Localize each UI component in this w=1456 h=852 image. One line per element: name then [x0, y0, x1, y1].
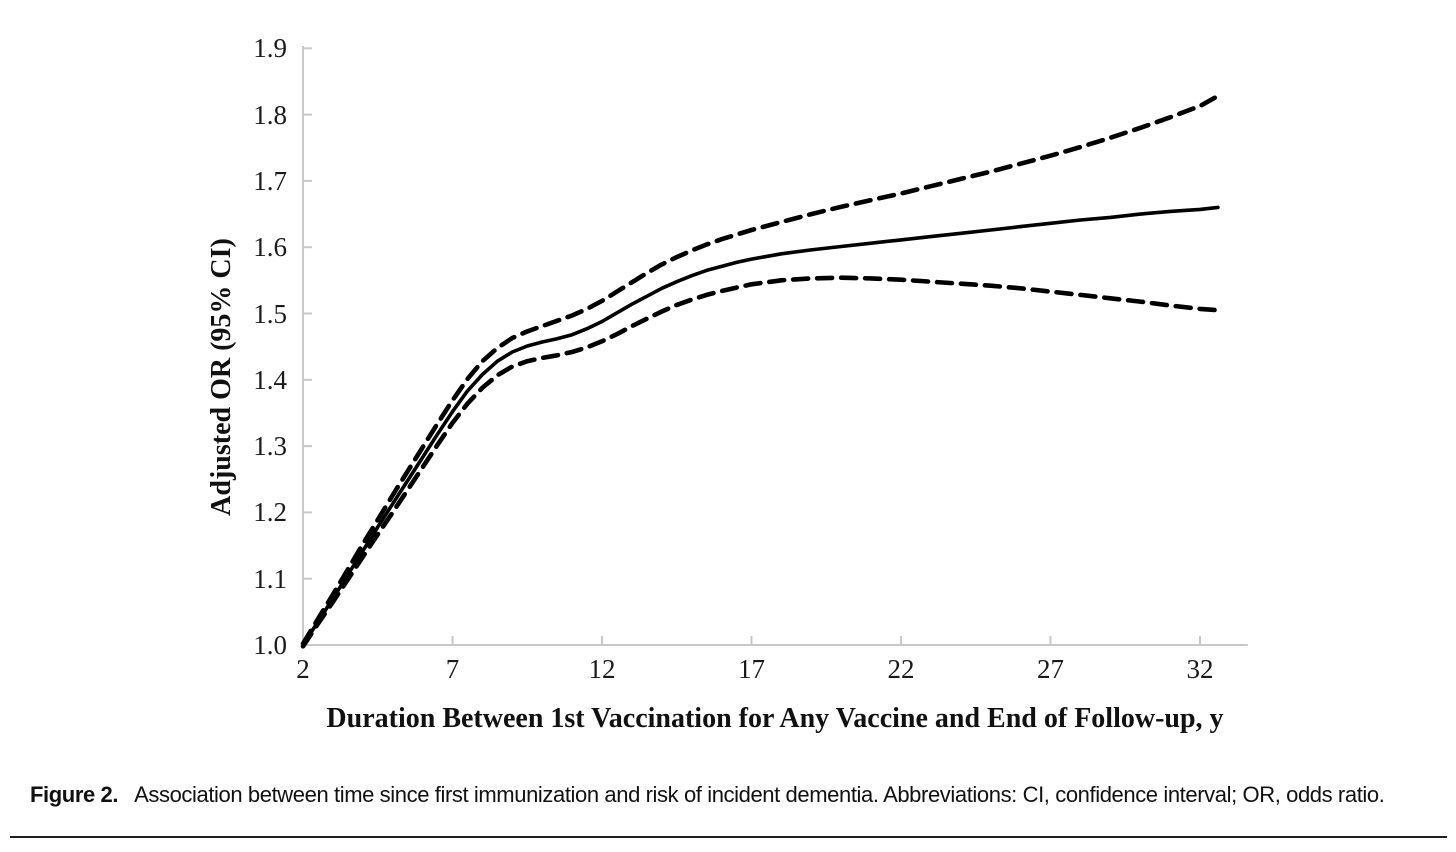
adjusted-or-curve — [301, 205, 1220, 647]
figure-caption-text: Association between time since first imm… — [134, 782, 1385, 807]
x-tick-label: 2 — [296, 654, 310, 684]
figure-caption: Figure 2. Association between time since … — [30, 782, 1430, 808]
x-tick-label: 17 — [738, 654, 765, 684]
x-tick-label: 22 — [887, 654, 915, 684]
x-tick-label: 27 — [1037, 654, 1064, 684]
x-tick-label: 7 — [445, 654, 460, 684]
y-tick-label: 1.8 — [253, 99, 287, 130]
y-tick-label: 1.3 — [253, 431, 287, 462]
figure-caption-label: Figure 2. — [30, 782, 119, 807]
x-tick-label: 12 — [588, 654, 616, 684]
y-tick-label: 1.1 — [253, 563, 287, 594]
y-tick-label: 1.4 — [253, 364, 287, 395]
y-tick-label: 1.5 — [253, 298, 287, 329]
y-tick-label: 1.2 — [253, 497, 287, 528]
ci-lower-curve — [300, 275, 1221, 649]
y-tick-label: 1.6 — [253, 232, 287, 263]
x-axis-title: Duration Between 1st Vaccination for Any… — [326, 703, 1224, 734]
x-tick-label: 32 — [1186, 654, 1214, 684]
y-axis-title: Adjusted OR (95% CI) — [206, 238, 237, 516]
ci-upper-curve — [300, 93, 1221, 646]
y-tick-label: 1.9 — [253, 33, 287, 64]
y-tick-label: 1.7 — [253, 165, 287, 196]
y-tick-label: 1.0 — [253, 630, 287, 660]
bottom-rule — [10, 836, 1447, 838]
